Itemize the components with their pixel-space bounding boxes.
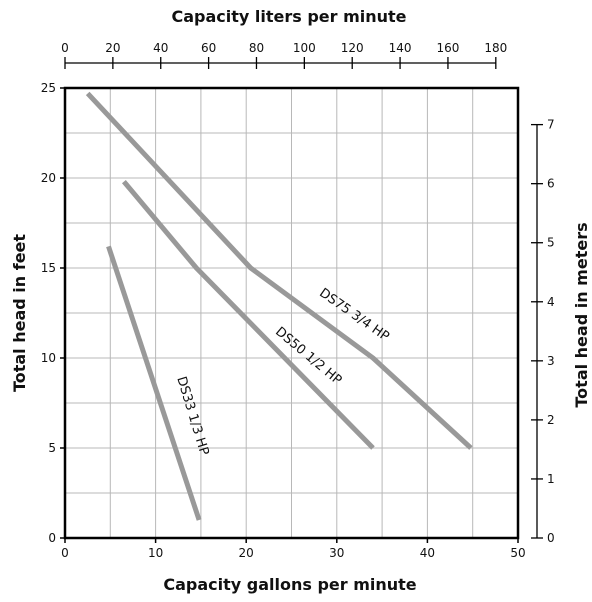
top-tick-label: 80 [249, 41, 264, 55]
right-tick-label: 0 [547, 531, 555, 545]
x-tick-label: 10 [148, 546, 163, 560]
plot-frame [63, 86, 520, 540]
x-tick-label: 0 [61, 546, 69, 560]
x-axis-title: Capacity gallons per minute [163, 575, 416, 594]
top-tick-label: 100 [293, 41, 316, 55]
x-tick-label: 50 [510, 546, 525, 560]
top-tick-label: 120 [341, 41, 364, 55]
series-line-3 [106, 245, 202, 521]
right-axis-title: Total head in meters [572, 222, 591, 407]
y-tick-label: 5 [48, 441, 56, 455]
y-tick-label: 15 [41, 261, 56, 275]
y-tick-label: 10 [41, 351, 56, 365]
grid [65, 88, 518, 538]
series-line-2 [121, 179, 375, 450]
x-tick-label: 40 [420, 546, 435, 560]
right-tick-label: 6 [547, 177, 555, 191]
y-axis-title: Total head in feet [10, 234, 29, 392]
right-tick-label: 4 [547, 295, 555, 309]
y-tick-label: 0 [48, 531, 56, 545]
series-label-3: DS33 1/3 HP [173, 375, 211, 458]
top-tick-label: 60 [201, 41, 216, 55]
top-tick-label: 160 [436, 41, 459, 55]
right-tick-label: 3 [547, 354, 555, 368]
bottom-axis: 0 10 20 30 40 50 [61, 538, 526, 560]
y-tick-label: 25 [41, 81, 56, 95]
top-axis: 0 20 40 60 80 100 120 140 160 180 [61, 41, 507, 69]
top-tick-label: 140 [389, 41, 412, 55]
top-tick-label: 20 [105, 41, 120, 55]
x-tick-label: 30 [329, 546, 344, 560]
series-lines [85, 91, 473, 521]
left-axis: 0 5 10 15 20 25 [41, 81, 65, 545]
x-tick-label: 20 [239, 546, 254, 560]
top-tick-label: 0 [61, 41, 69, 55]
right-tick-label: 5 [547, 236, 555, 250]
right-axis: 0 1 2 3 4 5 6 7 [531, 118, 555, 545]
y-tick-label: 20 [41, 171, 56, 185]
top-axis-title: Capacity liters per minute [171, 7, 406, 26]
right-tick-label: 1 [547, 472, 555, 486]
top-tick-label: 180 [484, 41, 507, 55]
series-line-1 [85, 91, 473, 450]
top-tick-label: 40 [153, 41, 168, 55]
series-label-1: DS75 3/4 HP [316, 286, 392, 345]
right-tick-label: 2 [547, 413, 555, 427]
right-tick-label: 7 [547, 118, 555, 132]
